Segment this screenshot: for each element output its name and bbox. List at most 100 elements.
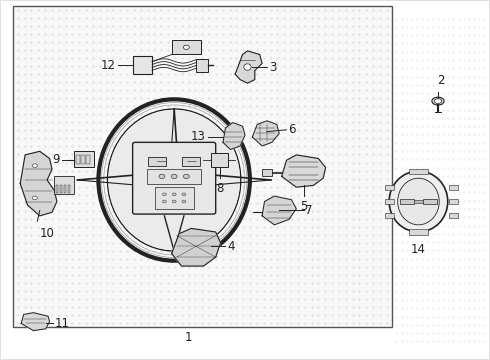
- Point: [418, 165, 426, 171]
- Point: [398, 239, 406, 245]
- Point: [434, 66, 442, 71]
- Point: [348, 15, 356, 21]
- Point: [328, 152, 336, 157]
- Point: [301, 7, 309, 13]
- Point: [403, 74, 411, 80]
- Point: [69, 152, 76, 157]
- Point: [348, 216, 356, 222]
- Point: [335, 224, 343, 230]
- Point: [178, 47, 186, 53]
- Point: [130, 240, 138, 246]
- Point: [82, 111, 90, 117]
- Point: [267, 208, 274, 214]
- Point: [48, 111, 56, 117]
- Point: [328, 55, 336, 61]
- Point: [144, 320, 151, 326]
- Point: [321, 7, 329, 13]
- Point: [418, 189, 426, 195]
- Point: [192, 320, 199, 326]
- Point: [315, 216, 322, 222]
- Point: [260, 256, 268, 262]
- Point: [429, 82, 437, 88]
- Point: [413, 148, 421, 154]
- Point: [355, 256, 363, 262]
- Point: [408, 148, 416, 154]
- Point: [383, 272, 391, 278]
- Point: [460, 157, 467, 162]
- Point: [144, 39, 151, 45]
- Point: [82, 264, 90, 270]
- Point: [369, 240, 377, 246]
- Point: [110, 168, 118, 174]
- Point: [413, 256, 421, 261]
- Point: [287, 23, 295, 29]
- Point: [232, 192, 240, 198]
- Point: [315, 184, 322, 190]
- Point: [376, 152, 384, 157]
- Point: [198, 288, 206, 294]
- Point: [267, 280, 274, 286]
- Point: [116, 216, 124, 222]
- Point: [267, 272, 274, 278]
- Point: [369, 320, 377, 326]
- Point: [301, 224, 309, 230]
- Point: [355, 127, 363, 133]
- Point: [342, 71, 350, 77]
- Point: [376, 200, 384, 206]
- Point: [219, 79, 227, 85]
- Point: [253, 55, 261, 61]
- Point: [398, 231, 406, 237]
- Point: [75, 127, 83, 133]
- Point: [315, 320, 322, 326]
- Point: [369, 63, 377, 69]
- Point: [34, 63, 42, 69]
- Point: [21, 320, 28, 326]
- Point: [315, 103, 322, 109]
- Point: [408, 280, 416, 286]
- Point: [376, 256, 384, 262]
- Point: [362, 216, 370, 222]
- Point: [164, 23, 172, 29]
- Point: [321, 184, 329, 190]
- Point: [408, 99, 416, 104]
- Point: [55, 71, 63, 77]
- Point: [342, 280, 350, 286]
- Point: [460, 289, 467, 294]
- Point: [96, 63, 104, 69]
- Point: [246, 7, 254, 13]
- Point: [34, 305, 42, 310]
- Point: [89, 111, 97, 117]
- Point: [444, 123, 452, 129]
- Point: [75, 135, 83, 141]
- Point: [315, 192, 322, 198]
- Point: [246, 264, 254, 270]
- Point: [246, 280, 254, 286]
- Point: [69, 95, 76, 101]
- Point: [253, 15, 261, 21]
- Point: [455, 239, 463, 245]
- Point: [444, 189, 452, 195]
- Point: [239, 200, 247, 206]
- Point: [348, 135, 356, 141]
- Point: [434, 198, 442, 203]
- Point: [321, 192, 329, 198]
- Point: [315, 240, 322, 246]
- Point: [369, 135, 377, 141]
- Point: [470, 264, 478, 270]
- Point: [308, 159, 316, 165]
- Point: [408, 297, 416, 303]
- Point: [212, 264, 220, 270]
- Point: [89, 184, 97, 190]
- Ellipse shape: [171, 174, 177, 179]
- Point: [449, 297, 457, 303]
- Point: [444, 272, 452, 278]
- Point: [429, 49, 437, 55]
- Point: [294, 47, 302, 53]
- Point: [369, 79, 377, 85]
- Point: [27, 39, 35, 45]
- Point: [212, 192, 220, 198]
- Point: [260, 208, 268, 214]
- Point: [481, 32, 489, 38]
- Point: [171, 79, 179, 85]
- Point: [69, 256, 76, 262]
